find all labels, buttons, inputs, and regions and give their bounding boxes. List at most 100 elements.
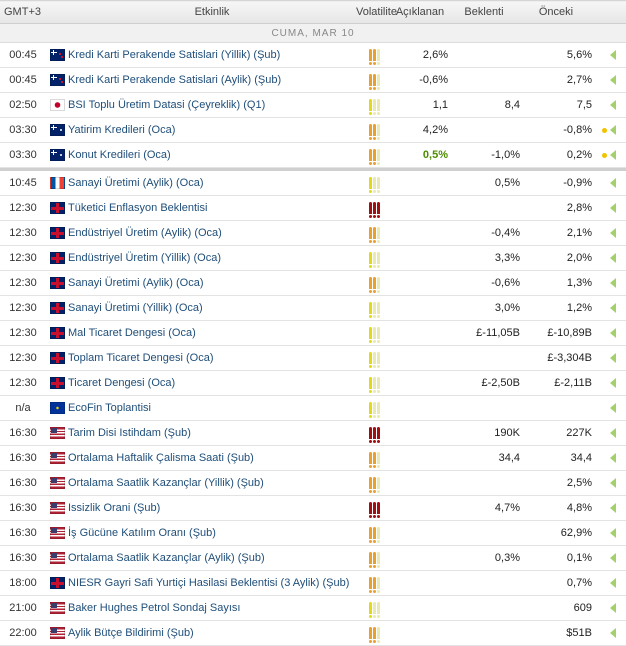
event-title[interactable]: Endüstriyel Üretim (Yillik) (Oca) — [68, 245, 356, 271]
row-indicator[interactable] — [592, 545, 626, 571]
event-title[interactable]: BSI Toplu Üretim Datasi (Çeyreklik) (Q1) — [68, 92, 356, 118]
event-title[interactable]: Issizlik Orani (Şub) — [68, 495, 356, 521]
row-indicator[interactable] — [592, 270, 626, 296]
row-indicator[interactable] — [592, 245, 626, 271]
row-indicator[interactable] — [592, 445, 626, 471]
row-indicator[interactable] — [592, 345, 626, 371]
row-indicator[interactable] — [592, 395, 626, 421]
expand-arrow-icon[interactable] — [610, 253, 616, 264]
event-row[interactable]: 22:00 Aylik Bütçe Bildirimi (Şub) $51B — [0, 620, 626, 646]
row-indicator[interactable] — [592, 142, 626, 168]
row-indicator[interactable] — [592, 595, 626, 621]
timezone-header[interactable]: GMT+3 — [0, 0, 46, 24]
row-indicator[interactable] — [592, 320, 626, 346]
event-row[interactable]: 12:30 Toplam Ticaret Dengesi (Oca) £-3,304… — [0, 345, 626, 371]
expand-arrow-icon[interactable] — [610, 278, 616, 289]
expand-arrow-icon[interactable] — [610, 478, 616, 489]
event-title[interactable]: Toplam Ticaret Dengesi (Oca) — [68, 345, 356, 371]
expand-arrow-icon[interactable] — [610, 578, 616, 589]
expand-arrow-icon[interactable] — [610, 303, 616, 314]
event-title[interactable]: Aylik Bütçe Bildirimi (Şub) — [68, 620, 356, 646]
expand-arrow-icon[interactable] — [610, 453, 616, 464]
event-title[interactable]: Endüstriyel Üretim (Aylik) (Oca) — [68, 220, 356, 246]
event-row[interactable]: 12:30 Ticaret Dengesi (Oca) £-2,50B £-2,11B — [0, 370, 626, 396]
event-row[interactable]: 18:00 NIESR Gayri Safi Yurtiçi Hasilasi B… — [0, 570, 626, 596]
row-indicator[interactable] — [592, 67, 626, 93]
row-indicator[interactable] — [592, 117, 626, 143]
event-row[interactable]: n/a EcoFin Toplantisi — [0, 395, 626, 421]
event-title[interactable]: Kredi Karti Perakende Satislari (Aylik) … — [68, 67, 356, 93]
expand-arrow-icon[interactable] — [610, 75, 616, 86]
event-title[interactable]: Sanayi Üretimi (Aylik) (Oca) — [68, 270, 356, 296]
expand-arrow-icon[interactable] — [610, 628, 616, 639]
event-row[interactable]: 21:00 Baker Hughes Petrol Sondaj Sayısı 60… — [0, 595, 626, 621]
expand-arrow-icon[interactable] — [610, 353, 616, 364]
expand-arrow-icon[interactable] — [610, 553, 616, 564]
row-indicator[interactable] — [592, 570, 626, 596]
event-row[interactable]: 16:30 Ortalama Saatlik Kazançlar (Yillik)… — [0, 470, 626, 496]
event-row[interactable]: 00:45 Kredi Karti Perakende Satislari (Ay… — [0, 67, 626, 93]
event-time: 02:50 — [0, 92, 46, 118]
event-row[interactable]: 16:30 Issizlik Orani (Şub) 4,7% 4,8% — [0, 495, 626, 521]
event-title[interactable]: Ortalama Saatlik Kazançlar (Yillik) (Şub… — [68, 470, 356, 496]
event-row[interactable]: 16:30 Ortalama Saatlik Kazançlar (Aylik) … — [0, 545, 626, 571]
expand-arrow-icon[interactable] — [610, 125, 616, 136]
expand-arrow-icon[interactable] — [610, 328, 616, 339]
row-indicator[interactable] — [592, 370, 626, 396]
previous-value: 2,7% — [520, 67, 592, 93]
row-indicator[interactable] — [592, 520, 626, 546]
row-indicator[interactable] — [592, 620, 626, 646]
row-indicator[interactable] — [592, 195, 626, 221]
expand-arrow-icon[interactable] — [610, 428, 616, 439]
event-title[interactable]: Kredi Karti Perakende Satislari (Yillik)… — [68, 42, 356, 68]
expand-arrow-icon[interactable] — [610, 378, 616, 389]
event-title[interactable]: Tarim Disi Istihdam (Şub) — [68, 420, 356, 446]
expand-arrow-icon[interactable] — [610, 203, 616, 214]
expand-arrow-icon[interactable] — [610, 100, 616, 111]
row-indicator[interactable] — [592, 295, 626, 321]
event-row[interactable]: 10:45 Sanayi Üretimi (Aylik) (Oca) 0,5% -0,… — [0, 171, 626, 196]
expand-arrow-icon[interactable] — [610, 150, 616, 161]
event-row[interactable]: 12:30 Endüstriyel Üretim (Aylik) (Oca) -0,… — [0, 220, 626, 246]
row-indicator[interactable] — [592, 220, 626, 246]
event-row[interactable]: 03:30 Yatirim Kredileri (Oca) 4,2% -0,8% — [0, 117, 626, 143]
expand-arrow-icon[interactable] — [610, 503, 616, 514]
event-title[interactable]: Ticaret Dengesi (Oca) — [68, 370, 356, 396]
row-indicator[interactable] — [592, 92, 626, 118]
row-indicator[interactable] — [592, 420, 626, 446]
event-title[interactable]: Mal Ticaret Dengesi (Oca) — [68, 320, 356, 346]
expand-arrow-icon[interactable] — [610, 603, 616, 614]
expand-arrow-icon[interactable] — [610, 50, 616, 61]
event-title[interactable]: NIESR Gayri Safi Yurtiçi Hasilasi Beklen… — [68, 570, 356, 596]
row-indicator[interactable] — [592, 470, 626, 496]
event-row[interactable]: 02:50 BSI Toplu Üretim Datasi (Çeyreklik)… — [0, 92, 626, 118]
row-indicator[interactable] — [592, 171, 626, 196]
row-indicator[interactable] — [592, 42, 626, 68]
expand-arrow-icon[interactable] — [610, 403, 616, 414]
volatility-low-icon — [356, 245, 392, 271]
expand-arrow-icon[interactable] — [610, 228, 616, 239]
event-row[interactable]: 12:30 Mal Ticaret Dengesi (Oca) £-11,05B £-… — [0, 320, 626, 346]
row-indicator[interactable] — [592, 495, 626, 521]
event-title[interactable]: İş Gücüne Katılım Oranı (Şub) — [68, 520, 356, 546]
event-title[interactable]: Tüketici Enflasyon Beklentisi — [68, 195, 356, 221]
event-row[interactable]: 16:30 Tarim Disi Istihdam (Şub) 190K 227K — [0, 420, 626, 446]
event-row[interactable]: 16:30 İş Gücüne Katılım Oranı (Şub) 62,9% — [0, 520, 626, 546]
event-title[interactable]: Konut Kredileri (Oca) — [68, 142, 356, 168]
event-title[interactable]: Sanayi Üretimi (Aylik) (Oca) — [68, 171, 356, 196]
event-title[interactable]: Baker Hughes Petrol Sondaj Sayısı — [68, 595, 356, 621]
event-title[interactable]: Sanayi Üretimi (Yillik) (Oca) — [68, 295, 356, 321]
event-row[interactable]: 12:30 Endüstriyel Üretim (Yillik) (Oca) 3,… — [0, 245, 626, 271]
event-row[interactable]: 03:30 Konut Kredileri (Oca) 0,5% -1,0% 0,2% — [0, 142, 626, 168]
event-title[interactable]: Ortalama Saatlik Kazançlar (Aylik) (Şub) — [68, 545, 356, 571]
event-title[interactable]: EcoFin Toplantisi — [68, 395, 356, 421]
expand-arrow-icon[interactable] — [610, 178, 616, 189]
event-row[interactable]: 12:30 Sanayi Üretimi (Yillik) (Oca) 3,0% 1,… — [0, 295, 626, 321]
event-row[interactable]: 12:30 Tüketici Enflasyon Beklentisi 2,8% — [0, 195, 626, 221]
event-title[interactable]: Ortalama Haftalik Çalisma Saati (Şub) — [68, 445, 356, 471]
expand-arrow-icon[interactable] — [610, 528, 616, 539]
event-row[interactable]: 16:30 Ortalama Haftalik Çalisma Saati (Şu… — [0, 445, 626, 471]
event-title[interactable]: Yatirim Kredileri (Oca) — [68, 117, 356, 143]
event-row[interactable]: 12:30 Sanayi Üretimi (Aylik) (Oca) -0,6% 1,… — [0, 270, 626, 296]
event-row[interactable]: 00:45 Kredi Karti Perakende Satislari (Yi… — [0, 42, 626, 68]
